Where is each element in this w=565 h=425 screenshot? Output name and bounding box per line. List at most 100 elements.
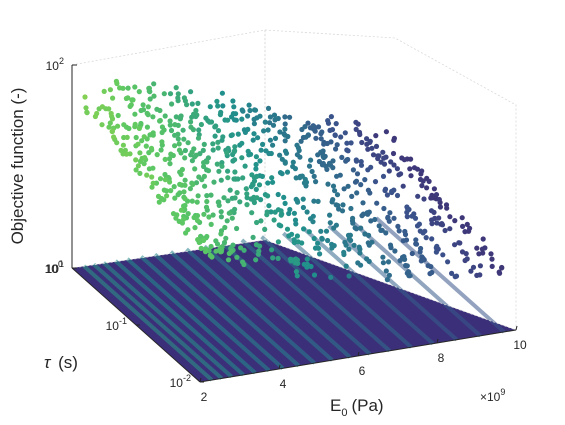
data-point [332,132,338,138]
data-point [421,196,427,202]
tau-axis-label: τ (s) [44,353,78,372]
data-point [440,252,446,258]
data-point [239,140,245,146]
data-point [245,113,251,119]
data-point [201,173,207,179]
data-point [306,229,312,235]
e0-tick-mark [199,377,202,383]
data-point [311,235,317,242]
data-point [149,174,155,180]
data-point [283,150,290,156]
data-point [251,121,257,127]
data-point [239,155,245,161]
data-point [372,179,379,185]
data-point [201,211,207,217]
data-point [444,205,450,211]
data-point [128,102,134,108]
data-point [354,190,360,196]
data-point [362,177,368,183]
data-point [147,96,153,102]
data-point [414,166,421,172]
data-point [243,186,249,192]
data-point [275,191,281,198]
data-point [239,107,245,113]
data-point [431,209,437,215]
data-point [411,211,417,217]
data-point [386,272,392,278]
data-point [158,147,164,153]
data-point [216,168,222,174]
data-point [353,178,360,184]
floor-band [114,259,245,377]
floor-band [202,244,334,362]
e0-axis-label: E0 (Pa) [330,396,384,419]
data-point [204,193,210,199]
data-point [470,264,477,270]
data-point [407,166,413,172]
e0-tick-label: 4 [280,377,287,391]
data-point [383,268,389,274]
data-point [327,212,333,218]
data-point [436,215,442,221]
data-point [180,127,186,133]
data-point [298,138,304,144]
data-point [168,188,174,194]
data-point [120,142,126,148]
e0-tick-label: 10 [513,338,527,352]
data-point [404,214,410,220]
data-point [442,227,448,234]
data-point [294,233,300,239]
data-point [157,176,164,182]
data-point [306,163,313,169]
data-point [224,218,230,224]
data-point [415,193,421,199]
data-point [380,173,387,179]
data-point [320,154,327,160]
data-point [398,171,404,177]
data-point [275,239,281,245]
e0-tick-mark [278,364,281,370]
data-point [250,234,256,240]
data-point [183,230,189,236]
data-point [195,135,202,141]
data-point [255,135,261,141]
floor-band [260,235,391,353]
data-point [318,228,324,234]
data-point [336,206,342,212]
data-point [270,179,276,185]
data-point [254,195,260,201]
data-point [308,263,314,270]
data-point [162,177,168,183]
data-point [358,182,364,188]
data-point [242,163,248,169]
data-point [114,80,120,87]
data-point [281,194,287,200]
data-point [474,245,480,251]
data-point [354,171,361,177]
data-point [311,123,317,130]
z-tick-label: 101 [46,259,64,276]
data-point [181,189,187,195]
data-point [216,202,222,208]
data-point [429,269,435,276]
data-point [101,88,107,94]
data-point [392,248,398,254]
data-point [137,170,143,176]
data-point [282,160,288,166]
data-point [452,218,458,224]
data-point [343,242,349,248]
data-point [423,235,429,241]
data-point [221,239,228,246]
data-point [177,116,183,122]
data-point [226,210,232,216]
data-point [213,123,219,129]
data-point [262,226,268,232]
floor-band [327,224,459,342]
data-point [218,231,224,237]
data-point [215,103,221,109]
data-point [253,186,259,192]
data-point [366,258,372,264]
data-point [182,196,188,202]
data-point [373,143,380,149]
data-point [355,121,361,127]
